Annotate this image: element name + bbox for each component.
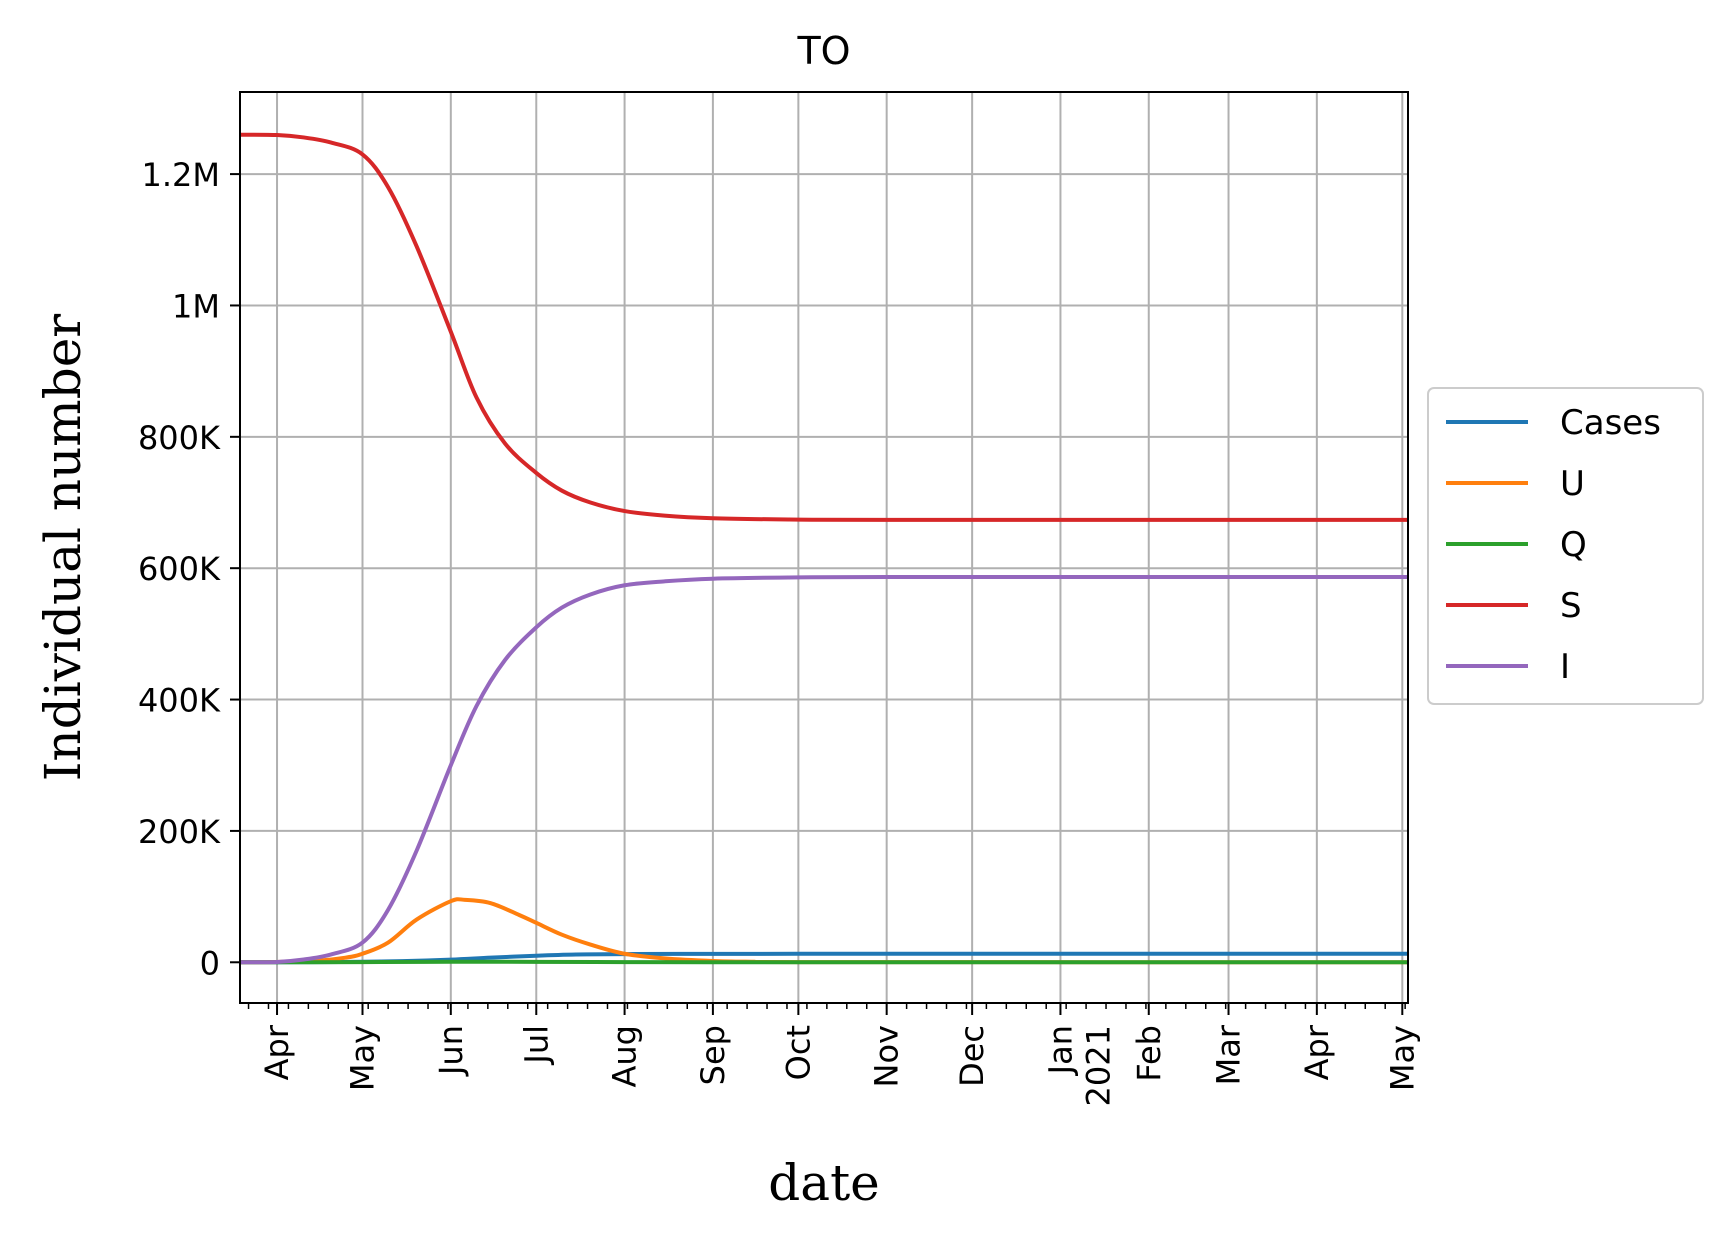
- y-tick-label: 1.2M: [142, 156, 221, 194]
- x-tick-label: May: [343, 1025, 381, 1091]
- ticks: 0 200K 400K 600K 800K 1M 1.2M Apr May Jun Jul Aug Se…: [138, 156, 1421, 1106]
- series-line-s: [239, 132, 1409, 522]
- x-tick-label: Oct: [779, 1025, 817, 1080]
- legend-box: [1427, 387, 1704, 705]
- y-tick-label: 1M: [172, 287, 220, 325]
- x-tick-label: May: [1383, 1025, 1421, 1091]
- x-tick-label: Sep: [694, 1025, 732, 1085]
- legend-label: Q: [1560, 525, 1587, 565]
- x-axis-label: date: [768, 1154, 880, 1212]
- x-tick-label: Jul: [517, 1025, 555, 1066]
- x-tick-label: Jan2021: [1041, 1025, 1117, 1106]
- y-tick-label: 200K: [138, 813, 221, 851]
- legend-label: S: [1560, 586, 1582, 626]
- y-tick-label: 0: [200, 944, 220, 982]
- y-axis-label: Individual number: [34, 314, 92, 782]
- chart-title: TO: [796, 29, 850, 73]
- x-tick-label: Apr: [258, 1024, 296, 1080]
- y-tick-label: 800K: [138, 419, 221, 457]
- grid: [240, 92, 1408, 1003]
- x-tick-label: Nov: [868, 1025, 906, 1087]
- x-tick-label: Dec: [953, 1025, 991, 1087]
- x-tick-label: Jun: [432, 1025, 470, 1077]
- y-tick-label: 600K: [138, 550, 221, 588]
- series-lines: [239, 132, 1409, 965]
- legend-label: I: [1560, 647, 1570, 687]
- x-tick-label: Feb: [1130, 1025, 1168, 1082]
- series-line-i: [239, 575, 1409, 965]
- series-line-q: [239, 959, 1409, 965]
- x-tick-label: Apr: [1298, 1024, 1336, 1080]
- x-tick-label: Aug: [606, 1025, 644, 1087]
- axes-frame: [239, 91, 1409, 1004]
- x-tick-label: Mar: [1210, 1024, 1248, 1085]
- legend-label: Cases: [1560, 403, 1661, 443]
- y-tick-label: 400K: [138, 682, 221, 720]
- legend-label: U: [1560, 464, 1585, 504]
